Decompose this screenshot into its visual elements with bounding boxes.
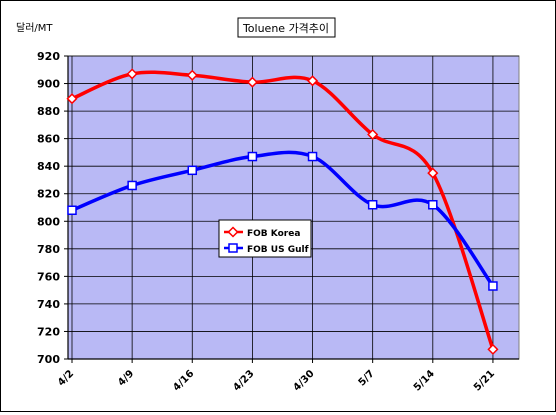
data-point [247,151,258,162]
y-tick-label: 760 [37,270,60,283]
y-tick-label: 720 [37,325,60,338]
chart-title-box [237,17,336,38]
x-tick-label: 4/30 [292,368,317,393]
y-tick-label: 820 [37,188,60,201]
x-tick-label: 4/23 [231,368,256,393]
data-point [367,199,378,210]
x-tick-label: 4/16 [171,368,196,393]
data-point [246,76,258,88]
data-point [127,180,137,191]
series-fob-us-gulf [67,150,498,291]
data-point [66,93,78,105]
legend-swatch-marker [228,243,238,253]
x-tick-label: 5/21 [472,368,497,393]
x-tick-labels: 4/2 4/9 4/16 4/23 4/30 5/7 5/14 5/21 [56,368,497,393]
data-point [307,151,318,162]
y-tick-label: 700 [37,353,60,366]
series-layer [66,68,499,355]
x-tick-label: 5/14 [412,368,437,393]
legend: FOB Korea FOB US Gulf [218,219,312,258]
y-tick-label: 900 [37,78,60,91]
series-fob-korea [66,68,499,355]
data-point [67,205,77,216]
x-tick-label: 5/7 [357,368,377,388]
data-point [428,199,438,210]
data-point [367,128,379,141]
y-tick-label: 740 [37,298,60,311]
y-tick-label: 780 [37,243,60,256]
plot-background [67,55,520,360]
x-tick-label: 4/2 [56,368,76,388]
y-tick-label: 800 [37,215,60,228]
data-point [487,343,499,355]
data-point [488,281,498,291]
chart-title: Toluene 가격추이 [242,22,329,35]
y-tick-label: 860 [37,133,60,146]
y-axis-label: 달러/MT [16,22,53,34]
y-tick-label: 920 [37,50,60,63]
legend-label: FOB Korea [247,229,300,239]
y-tick-labels: 700 720 740 760 780 800 820 840 860 880 900 920 [37,50,60,366]
legend-swatch-marker [227,226,239,238]
y-tick-label: 840 [37,160,60,173]
data-point [306,75,319,87]
x-tick-label: 4/9 [116,368,136,388]
y-tick-label: 880 [37,105,60,118]
legend-label: FOB US Gulf [247,245,309,255]
data-point [427,167,439,179]
data-point [126,68,138,80]
data-point [187,165,198,176]
data-point [186,69,198,81]
